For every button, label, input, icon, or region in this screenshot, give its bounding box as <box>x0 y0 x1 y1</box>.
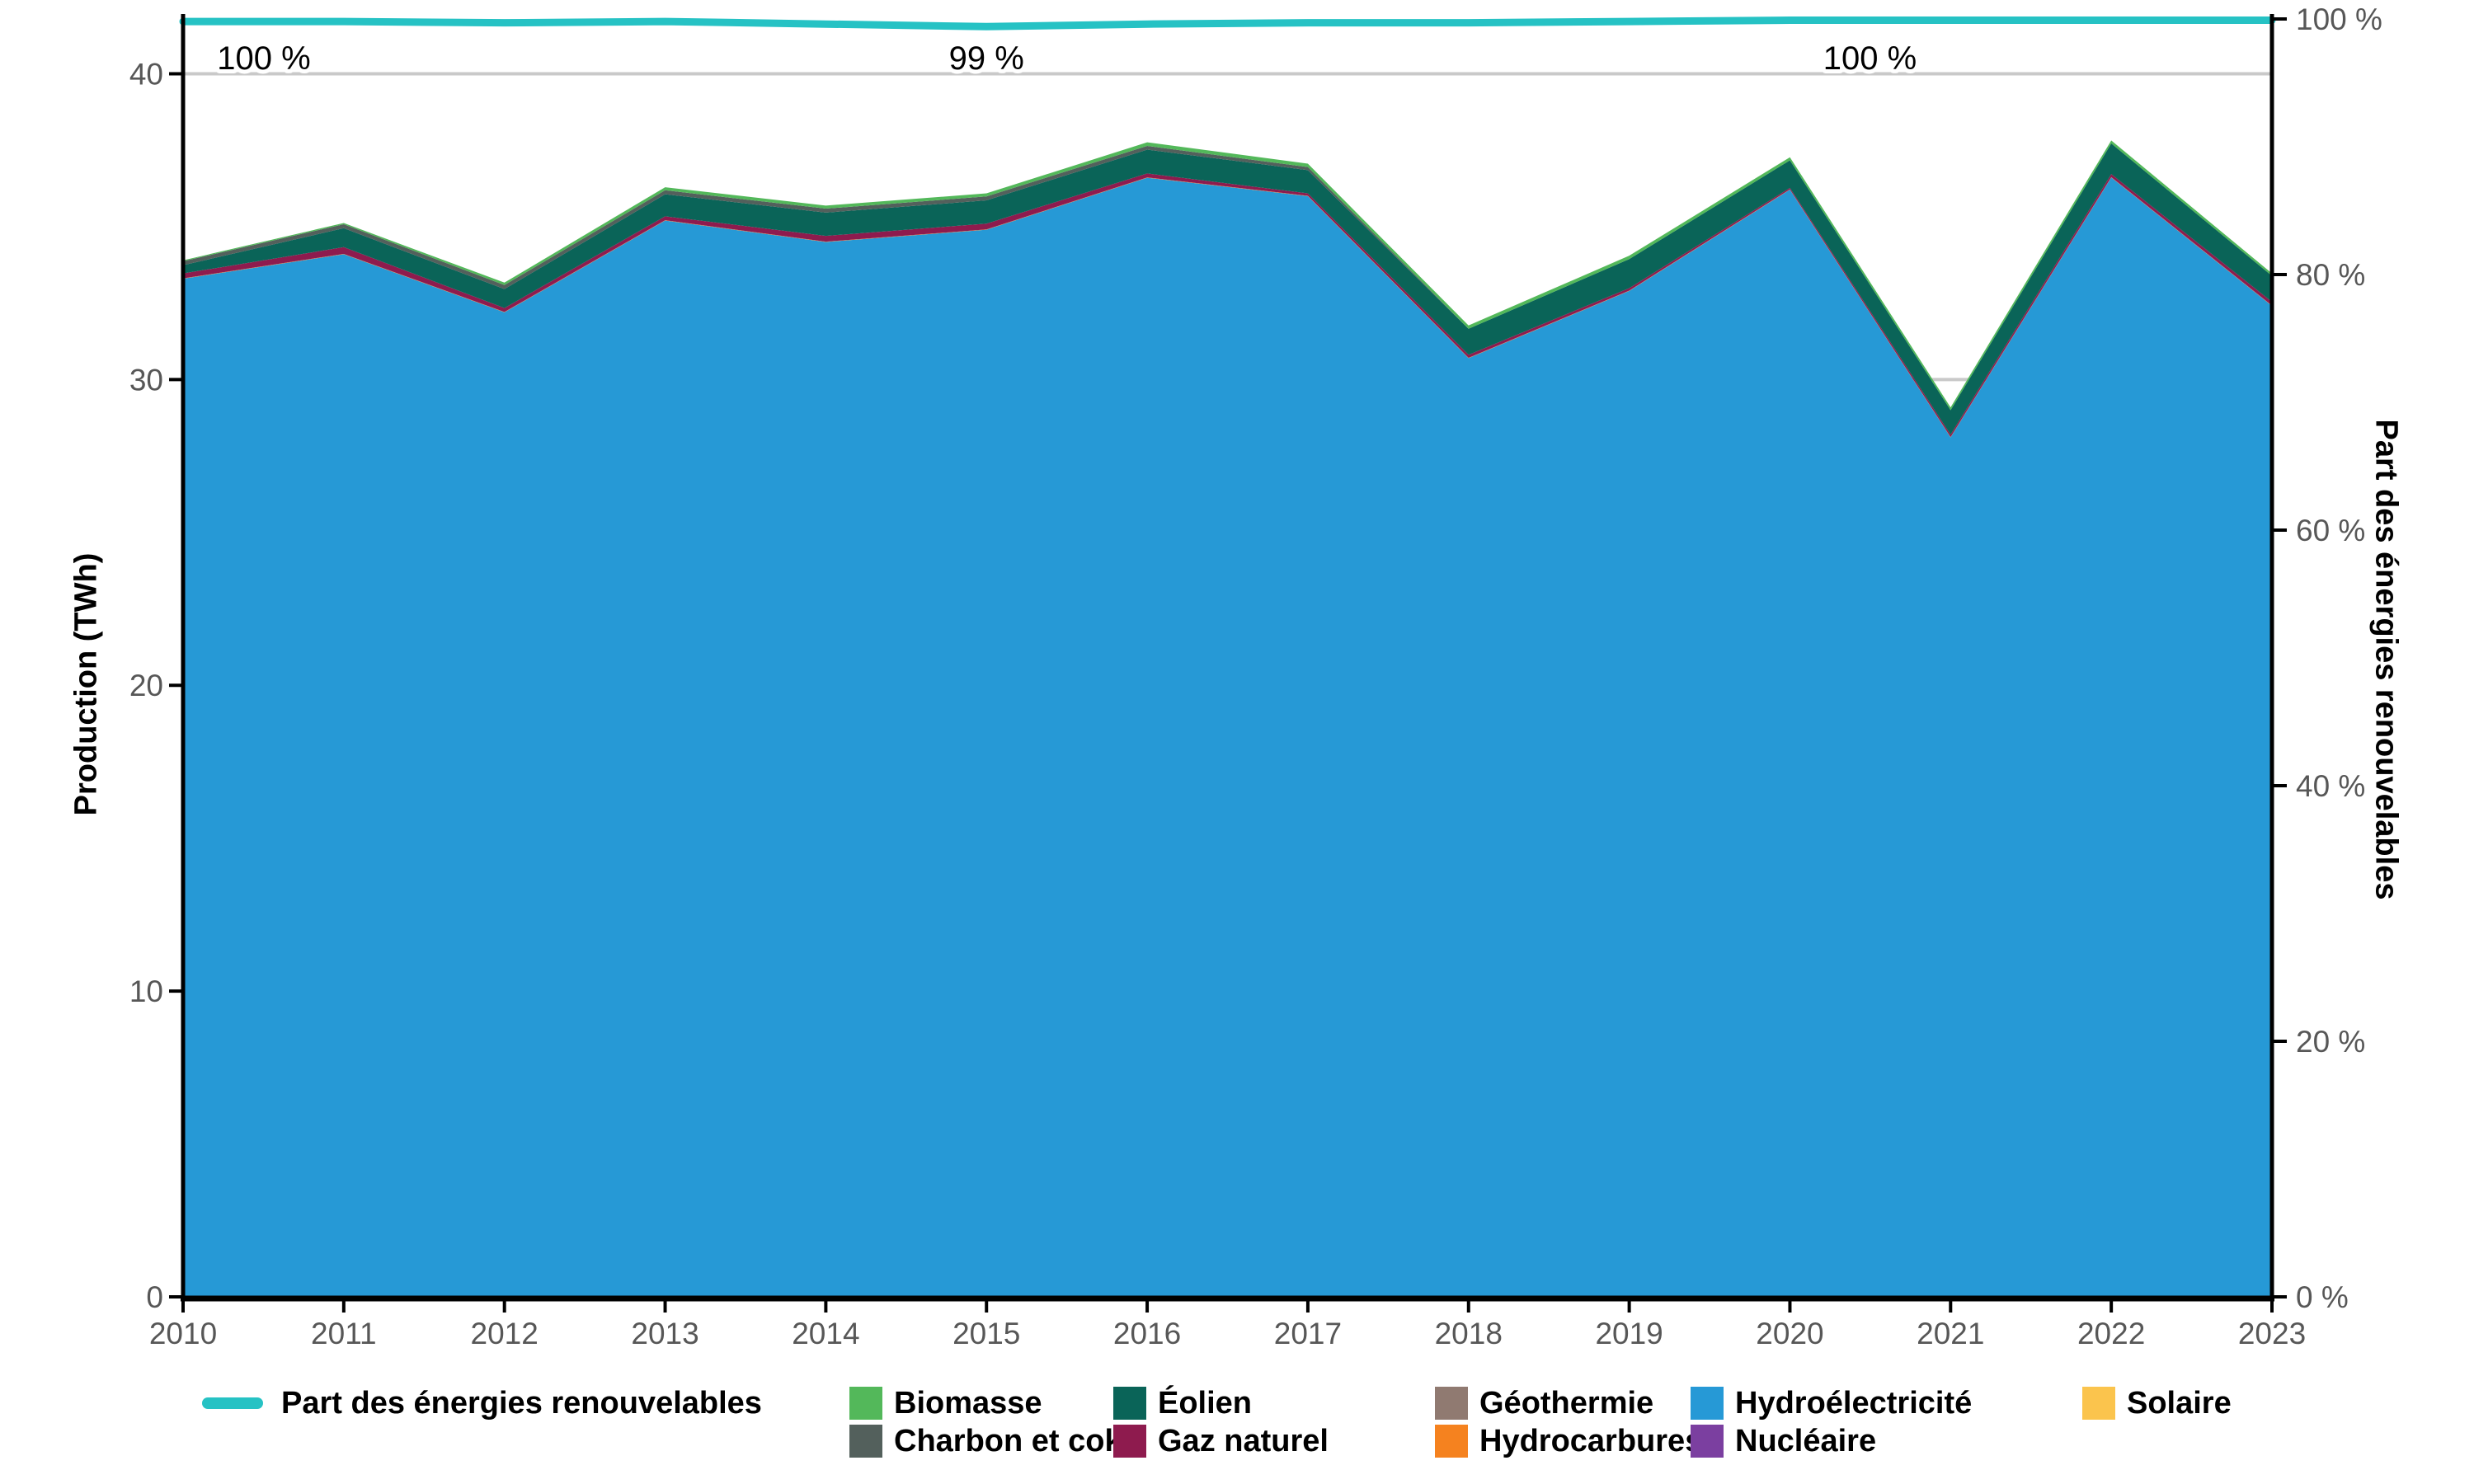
right-tick-label-100: 100 % <box>2296 2 2382 36</box>
renewable-share-line <box>179 16 2276 31</box>
x-tick-label-2016: 2016 <box>1113 1317 1181 1350</box>
x-tick-label-2020: 2020 <box>1756 1317 1823 1350</box>
right-tick-label-80: 80 % <box>2296 258 2365 292</box>
right-tick-label-0: 0 % <box>2296 1280 2349 1314</box>
x-tick-label-2015: 2015 <box>952 1317 1020 1350</box>
x-tick-label-2022: 2022 <box>2077 1317 2145 1350</box>
x-tick-label-2019: 2019 <box>1595 1317 1663 1350</box>
right-tick-label-60: 60 % <box>2296 514 2365 547</box>
x-tick-label-2018: 2018 <box>1435 1317 1503 1350</box>
area--olien <box>183 143 2272 435</box>
share-annotation-2020: 100 % <box>1823 40 1917 77</box>
left-tick-label-40: 40 <box>129 57 163 91</box>
share-annotation-2015: 99 % <box>949 40 1024 77</box>
share-annotation-2010: 100 % <box>217 40 310 77</box>
x-tick-label-2023: 2023 <box>2238 1317 2306 1350</box>
x-tick-label-2011: 2011 <box>311 1317 377 1350</box>
x-tick-label-2014: 2014 <box>792 1317 859 1350</box>
left-tick-label-30: 30 <box>129 363 163 397</box>
left-tick-label-0: 0 <box>146 1280 163 1314</box>
right-axis-title: Part des énergies renouvelables <box>2368 419 2404 900</box>
right-tick-label-40: 40 % <box>2296 769 2365 803</box>
x-tick-label-2017: 2017 <box>1274 1317 1342 1350</box>
left-axis-title: Production (TWh) <box>68 552 104 816</box>
x-tick-label-2021: 2021 <box>1917 1317 1984 1350</box>
x-tick-label-2010: 2010 <box>149 1317 217 1350</box>
left-tick-label-10: 10 <box>129 974 163 1008</box>
right-tick-label-20: 20 % <box>2296 1025 2365 1059</box>
x-tick-label-2012: 2012 <box>471 1317 539 1350</box>
left-tick-label-20: 20 <box>129 669 163 702</box>
x-tick-label-2013: 2013 <box>631 1317 698 1350</box>
area-hydro-lectricit- <box>183 177 2272 1298</box>
